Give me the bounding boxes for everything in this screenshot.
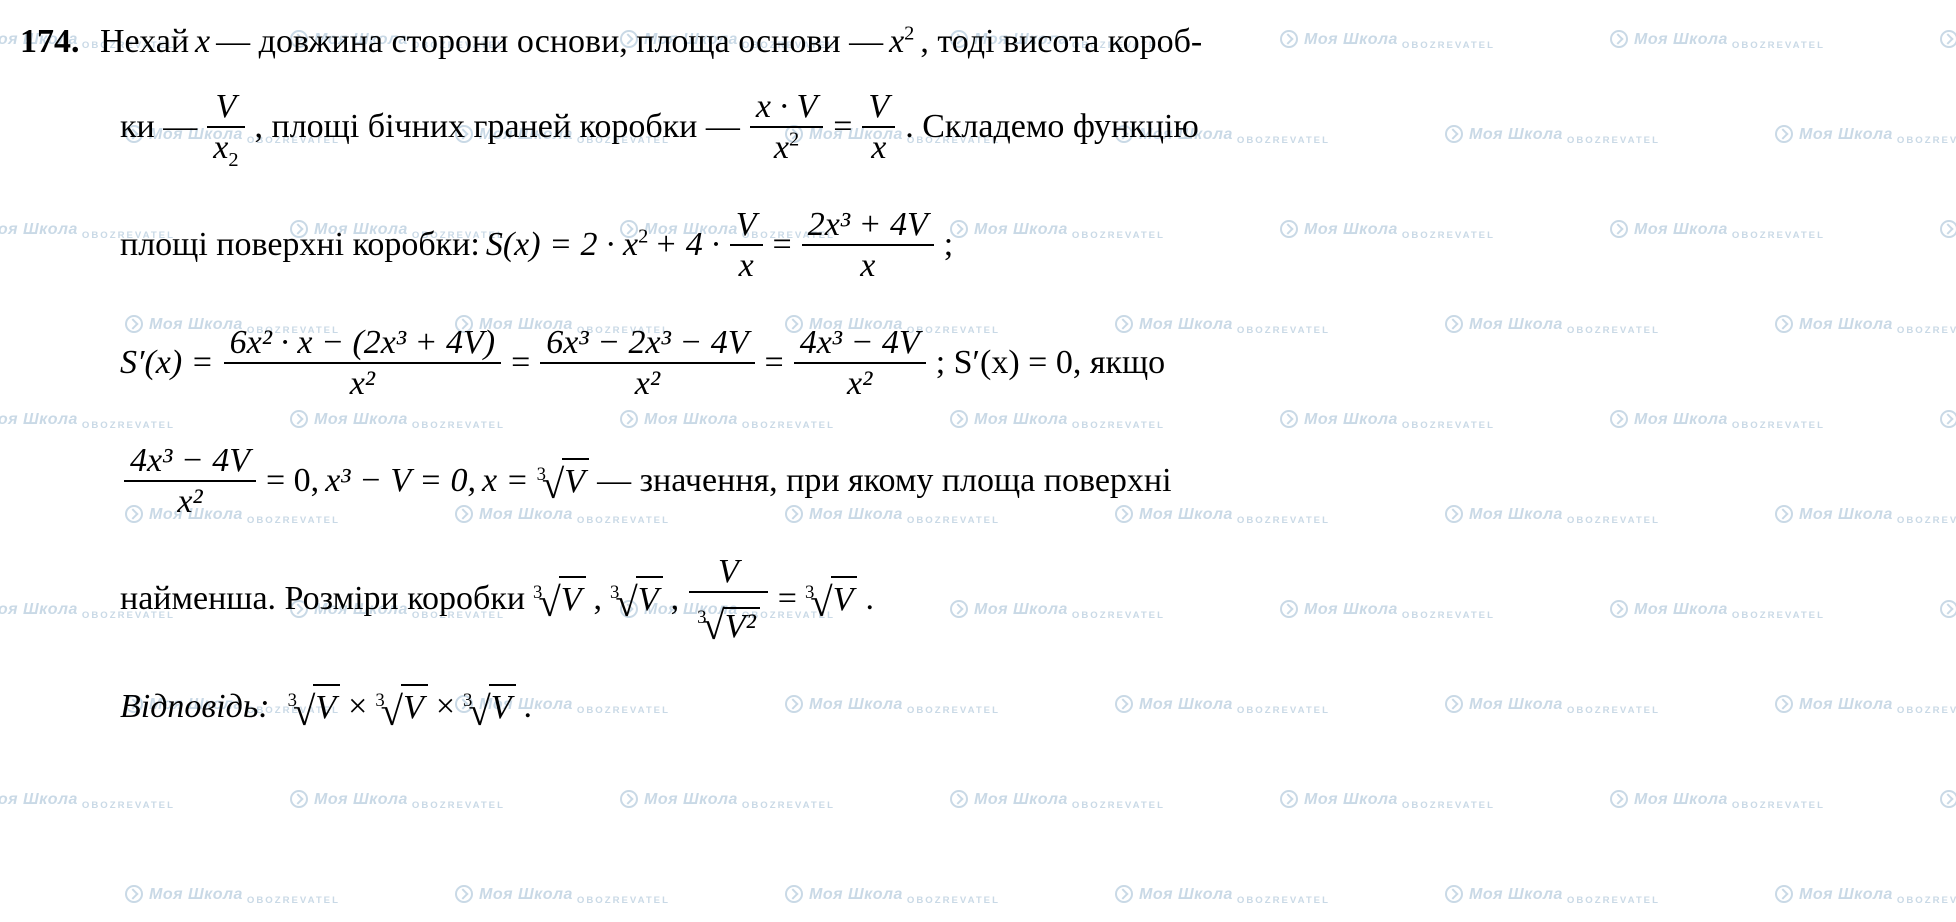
problem-number: 174. bbox=[20, 20, 80, 64]
equals: = bbox=[778, 577, 797, 621]
solution-body: 174. Нехай x — довжина сторони основи, п… bbox=[0, 0, 1956, 758]
text: , тоді висота короб- bbox=[920, 20, 1202, 64]
equals: = bbox=[773, 223, 792, 267]
x3-minus-V: x³ − V = 0, bbox=[325, 459, 476, 503]
var-x: x bbox=[195, 20, 210, 64]
comma: , bbox=[594, 577, 603, 621]
cuberoot-2: 3 √ V bbox=[610, 576, 663, 622]
text: . Складемо функцію bbox=[905, 105, 1199, 149]
watermark: Моя ШколаOBOZREVATEL bbox=[125, 885, 340, 905]
period: . bbox=[865, 577, 874, 621]
frac-V-over-x2: V x2 bbox=[207, 89, 244, 166]
watermark: Моя ШколаOBOZREVATEL bbox=[290, 790, 505, 810]
line-2: ки — V x2 , площі бічних граней коробки … bbox=[120, 72, 1916, 182]
answer-label: Відповідь: bbox=[120, 685, 270, 729]
watermark: Моя ШколаOBOZREVATEL bbox=[0, 790, 175, 810]
x-squared: x2 bbox=[889, 20, 914, 64]
plus-4: + 4 · bbox=[654, 223, 719, 267]
ans-root-3: 3 √ V bbox=[463, 684, 516, 730]
line-6: найменша. Розміри коробки 3 √ V , 3 √ V … bbox=[120, 544, 1916, 654]
watermark: Моя ШколаOBOZREVATEL bbox=[620, 790, 835, 810]
ans-root-1: 3 √ V bbox=[288, 684, 341, 730]
frac-deriv-2: 6x³ − 2x³ − 4V x² bbox=[540, 325, 754, 402]
answer-line: Відповідь: 3 √ V × 3 √ V × 3 √ V . bbox=[120, 684, 1916, 730]
tail: — значення, при якому площа поверхні bbox=[597, 459, 1171, 503]
frac-V-over-x: V x bbox=[862, 89, 895, 166]
comma: , bbox=[671, 577, 680, 621]
watermark: Моя ШколаOBOZREVATEL bbox=[455, 885, 670, 905]
cuberoot-V: 3 √ V bbox=[537, 458, 590, 504]
semicolon: ; bbox=[944, 223, 953, 267]
eq-zero: = 0, bbox=[266, 459, 319, 503]
cuberoot-1: 3 √ V bbox=[533, 576, 586, 622]
text: Нехай bbox=[100, 20, 189, 64]
equals: = bbox=[833, 105, 852, 149]
text: ки — bbox=[120, 105, 197, 149]
text: — довжина сторони основи, площа основи — bbox=[216, 20, 883, 64]
frac-V-over-x-b: V x bbox=[730, 207, 763, 284]
line-5: 4x³ − 4V x² = 0, x³ − V = 0, x = 3 √ V —… bbox=[120, 426, 1916, 536]
text: найменша. Розміри коробки bbox=[120, 577, 525, 621]
watermark: Моя ШколаOBOZREVATEL bbox=[1445, 885, 1660, 905]
S-prime: S′(x) = bbox=[120, 341, 214, 385]
tail: ; S′(x) = 0, якщо bbox=[936, 341, 1165, 385]
equals: = bbox=[765, 341, 784, 385]
frac-4x3-4V-over-x2: 4x³ − 4V x² bbox=[124, 443, 256, 520]
ans-root-2: 3 √ V bbox=[375, 684, 428, 730]
watermark: Моя ШколаOBOZREVATEL bbox=[1940, 790, 1956, 810]
times: × bbox=[348, 685, 367, 729]
equals: = bbox=[511, 341, 530, 385]
watermark: Моя ШколаOBOZREVATEL bbox=[785, 885, 1000, 905]
frac-deriv-1: 6x² · x − (2x³ + 4V) x² bbox=[224, 325, 501, 402]
x-equals: x = bbox=[482, 459, 529, 503]
frac-deriv-3: 4x³ − 4V x² bbox=[794, 325, 926, 402]
watermark: Моя ШколаOBOZREVATEL bbox=[1610, 790, 1825, 810]
period: . bbox=[524, 685, 533, 729]
frac-xV-over-x2: x · V x2 bbox=[750, 89, 823, 166]
frac-V-over-cuberoot-V2: V 3 √ V² bbox=[689, 554, 768, 645]
line-1: Нехай x — довжина сторони основи, площа … bbox=[100, 20, 1916, 64]
watermark: Моя ШколаOBOZREVATEL bbox=[1115, 885, 1330, 905]
text: площі поверхні коробки: bbox=[120, 223, 480, 267]
times: × bbox=[436, 685, 455, 729]
watermark: Моя ШколаOBOZREVATEL bbox=[1280, 790, 1495, 810]
frac-2x3-4V-over-x: 2x³ + 4V x bbox=[802, 207, 934, 284]
cuberoot-3: 3 √ V bbox=[805, 576, 858, 622]
S-of-x: S(x) = 2 · x2 bbox=[486, 223, 648, 267]
watermark: Моя ШколаOBOZREVATEL bbox=[950, 790, 1165, 810]
text: , площі бічних граней коробки — bbox=[255, 105, 740, 149]
line-4: S′(x) = 6x² · x − (2x³ + 4V) x² = 6x³ − … bbox=[120, 308, 1916, 418]
watermark: Моя ШколаOBOZREVATEL bbox=[1775, 885, 1956, 905]
line-3: площі поверхні коробки: S(x) = 2 · x2 + … bbox=[120, 190, 1916, 300]
